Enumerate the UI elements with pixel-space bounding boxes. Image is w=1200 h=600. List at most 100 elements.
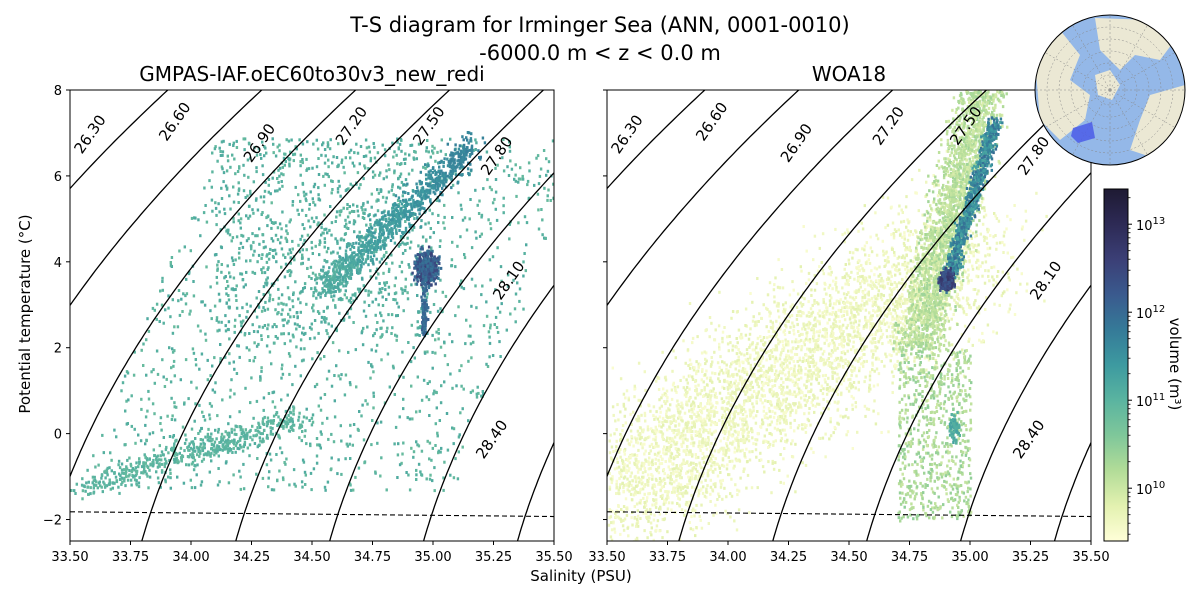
heatmap-cell bbox=[171, 350, 175, 354]
heatmap-cell bbox=[717, 492, 720, 496]
heatmap-cell bbox=[367, 304, 371, 308]
heatmap-cell bbox=[184, 294, 187, 298]
heatmap-cell bbox=[222, 171, 226, 175]
heatmap-cell bbox=[259, 153, 262, 157]
heatmap-cell bbox=[416, 263, 419, 267]
heatmap-cell bbox=[536, 154, 540, 158]
heatmap-cell bbox=[402, 397, 405, 401]
heatmap-cell bbox=[304, 331, 307, 335]
heatmap-cell bbox=[392, 221, 396, 225]
heatmap-cell bbox=[325, 250, 329, 254]
heatmap-cell bbox=[120, 482, 123, 486]
heatmap-cell bbox=[377, 272, 380, 276]
heatmap-cell bbox=[225, 187, 229, 191]
heatmap-cell bbox=[380, 358, 383, 362]
x-tick-label: 33.50 bbox=[51, 550, 88, 565]
heatmap-cell bbox=[142, 465, 146, 469]
heatmap-cell bbox=[225, 169, 229, 173]
heatmap-cell bbox=[407, 198, 411, 202]
heatmap-cell bbox=[344, 252, 348, 256]
heatmap-cell bbox=[233, 330, 236, 334]
heatmap-cell bbox=[438, 245, 442, 249]
heatmap-cell bbox=[169, 472, 172, 476]
heatmap-cell bbox=[354, 263, 358, 267]
heatmap-cell bbox=[338, 258, 341, 262]
heatmap-cell bbox=[899, 321, 902, 325]
heatmap-cell bbox=[124, 471, 128, 475]
heatmap-cell bbox=[316, 443, 319, 447]
heatmap-cell bbox=[395, 334, 399, 338]
heatmap-cell bbox=[286, 232, 289, 236]
heatmap-cell bbox=[263, 308, 267, 312]
heatmap-cell bbox=[257, 444, 261, 448]
heatmap-cell bbox=[815, 301, 819, 305]
heatmap-cell bbox=[410, 323, 414, 327]
heatmap-cell bbox=[502, 169, 506, 173]
heatmap-cell bbox=[255, 296, 258, 300]
heatmap-cell bbox=[204, 204, 207, 208]
heatmap-cell bbox=[313, 203, 317, 207]
heatmap-cell bbox=[423, 317, 426, 321]
heatmap-cell bbox=[317, 221, 320, 225]
heatmap-cell bbox=[691, 528, 695, 532]
heatmap-cell bbox=[267, 392, 271, 396]
heatmap-cell bbox=[961, 307, 965, 311]
heatmap-cell bbox=[151, 306, 155, 310]
heatmap-cell bbox=[340, 439, 343, 443]
heatmap-cell bbox=[274, 221, 277, 225]
heatmap-cell bbox=[468, 217, 471, 221]
heatmap-cell bbox=[537, 227, 541, 231]
heatmap-cell bbox=[297, 415, 301, 419]
heatmap-cell bbox=[226, 431, 229, 435]
heatmap-cell bbox=[425, 271, 429, 275]
heatmap-cell bbox=[649, 521, 653, 525]
heatmap-cell bbox=[161, 276, 164, 280]
heatmap-cell bbox=[280, 265, 283, 269]
heatmap-cell bbox=[195, 386, 198, 390]
heatmap-cell bbox=[703, 428, 706, 432]
heatmap-cell bbox=[373, 156, 377, 160]
heatmap-cell bbox=[255, 153, 259, 157]
heatmap-cell bbox=[780, 268, 784, 272]
heatmap-cell bbox=[323, 161, 327, 165]
heatmap-cell bbox=[439, 149, 443, 153]
heatmap-cell bbox=[219, 440, 223, 444]
heatmap-cell bbox=[215, 446, 218, 450]
heatmap-cell bbox=[424, 166, 427, 170]
heatmap-cell bbox=[393, 442, 396, 446]
heatmap-cell bbox=[325, 227, 328, 231]
heatmap-cell bbox=[299, 173, 302, 177]
heatmap-cell bbox=[81, 489, 85, 493]
heatmap-cell bbox=[272, 488, 276, 492]
heatmap-cell bbox=[148, 475, 152, 479]
heatmap-cell bbox=[802, 356, 805, 360]
heatmap-cell bbox=[355, 261, 359, 265]
heatmap-cell bbox=[337, 287, 340, 291]
heatmap-cell bbox=[468, 154, 472, 158]
heatmap-cell bbox=[439, 239, 442, 243]
heatmap-cell bbox=[406, 297, 410, 301]
heatmap-cell bbox=[248, 332, 251, 336]
heatmap-cell bbox=[791, 340, 794, 344]
heatmap-cell bbox=[345, 296, 349, 300]
heatmap-cell bbox=[383, 148, 387, 152]
heatmap-cell bbox=[442, 221, 445, 225]
heatmap-cell bbox=[302, 332, 306, 336]
heatmap-cell bbox=[737, 358, 741, 362]
heatmap-cell bbox=[158, 444, 162, 448]
heatmap-cell bbox=[423, 323, 426, 327]
heatmap-cell bbox=[288, 372, 291, 376]
heatmap-cell bbox=[89, 492, 92, 496]
heatmap-cell bbox=[775, 319, 778, 323]
heatmap-cell bbox=[374, 242, 378, 246]
heatmap-cell bbox=[700, 480, 703, 484]
heatmap-cell bbox=[97, 481, 101, 485]
heatmap-cell bbox=[259, 195, 263, 199]
heatmap-cell bbox=[776, 359, 779, 363]
heatmap-cell bbox=[299, 160, 302, 164]
heatmap-cell bbox=[880, 292, 883, 296]
heatmap-cell bbox=[494, 207, 498, 211]
heatmap-cell bbox=[935, 246, 939, 250]
contour-label: 28.10 bbox=[489, 258, 528, 304]
heatmap-cell bbox=[432, 180, 436, 184]
